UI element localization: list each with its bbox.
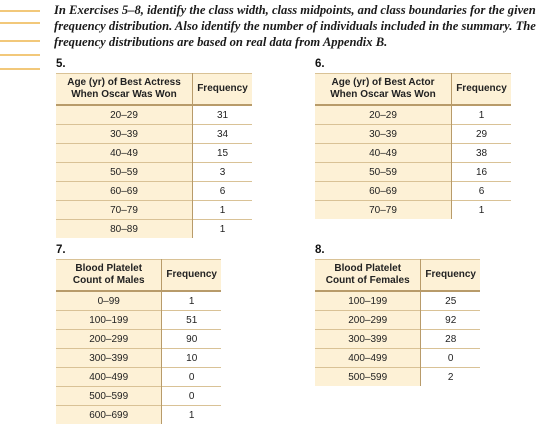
exercise-number: 7. — [56, 244, 66, 256]
margin-rule — [0, 54, 40, 56]
frequency-cell: 15 — [193, 144, 253, 163]
frequency-cell: 10 — [162, 349, 221, 368]
frequency-cell: 28 — [421, 330, 480, 349]
frequency-cell: 2 — [421, 368, 480, 387]
class-cell: 0–99 — [56, 291, 162, 311]
frequency-cell: 51 — [162, 311, 221, 330]
frequency-cell: 29 — [452, 125, 512, 144]
margin-rule — [0, 10, 40, 12]
frequency-cell: 1 — [452, 201, 512, 220]
class-cell: 500–599 — [56, 387, 162, 406]
class-cell: 70–79 — [56, 201, 193, 220]
frequency-table: Blood Platelet Count of Females Frequenc… — [315, 259, 480, 386]
class-cell: 300–399 — [56, 349, 162, 368]
margin-rule — [0, 68, 40, 70]
frequency-column-header: Frequency — [452, 74, 512, 106]
frequency-cell: 0 — [421, 349, 480, 368]
class-cell: 50–59 — [315, 163, 452, 182]
class-cell: 70–79 — [315, 201, 452, 220]
frequency-cell: 1 — [193, 220, 253, 239]
exercise-number: 5. — [56, 58, 66, 70]
frequency-table: Age (yr) of Best Actor When Oscar Was Wo… — [315, 73, 511, 219]
frequency-column-header: Frequency — [193, 74, 253, 106]
class-column-header: Age (yr) of Best Actor When Oscar Was Wo… — [315, 74, 452, 106]
class-cell: 500–599 — [315, 368, 421, 387]
exercise-number: 8. — [315, 244, 325, 256]
margin-rule — [0, 40, 40, 42]
frequency-cell: 0 — [162, 387, 221, 406]
frequency-table: Blood Platelet Count of Males Frequency … — [56, 259, 221, 424]
class-cell: 100–199 — [56, 311, 162, 330]
frequency-cell: 92 — [421, 311, 480, 330]
class-cell: 20–29 — [56, 105, 193, 125]
frequency-cell: 1 — [452, 105, 512, 125]
class-cell: 30–39 — [315, 125, 452, 144]
frequency-cell: 6 — [193, 182, 253, 201]
class-cell: 300–399 — [315, 330, 421, 349]
frequency-cell: 1 — [162, 406, 221, 424]
class-cell: 60–69 — [56, 182, 193, 201]
class-cell: 200–299 — [56, 330, 162, 349]
frequency-table: Age (yr) of Best Actress When Oscar Was … — [56, 73, 252, 238]
class-cell: 50–59 — [56, 163, 193, 182]
frequency-cell: 25 — [421, 291, 480, 311]
frequency-cell: 6 — [452, 182, 512, 201]
class-cell: 400–499 — [315, 349, 421, 368]
frequency-cell: 38 — [452, 144, 512, 163]
class-cell: 400–499 — [56, 368, 162, 387]
margin-rule — [0, 22, 40, 24]
exercise-instructions: In Exercises 5–8, identify the class wid… — [54, 2, 549, 50]
class-cell: 20–29 — [315, 105, 452, 125]
class-cell: 200–299 — [315, 311, 421, 330]
frequency-cell: 0 — [162, 368, 221, 387]
exercise-number: 6. — [315, 58, 325, 70]
class-column-header: Blood Platelet Count of Females — [315, 260, 421, 292]
class-cell: 100–199 — [315, 291, 421, 311]
class-cell: 40–49 — [315, 144, 452, 163]
frequency-cell: 1 — [193, 201, 253, 220]
frequency-cell: 31 — [193, 105, 253, 125]
class-cell: 40–49 — [56, 144, 193, 163]
frequency-cell: 16 — [452, 163, 512, 182]
class-cell: 30–39 — [56, 125, 193, 144]
frequency-column-header: Frequency — [421, 260, 480, 292]
frequency-cell: 1 — [162, 291, 221, 311]
class-cell: 80–89 — [56, 220, 193, 239]
frequency-cell: 34 — [193, 125, 253, 144]
frequency-cell: 90 — [162, 330, 221, 349]
frequency-column-header: Frequency — [162, 260, 221, 292]
class-column-header: Blood Platelet Count of Males — [56, 260, 162, 292]
class-cell: 600–699 — [56, 406, 162, 424]
class-cell: 60–69 — [315, 182, 452, 201]
frequency-cell: 3 — [193, 163, 253, 182]
class-column-header: Age (yr) of Best Actress When Oscar Was … — [56, 74, 193, 106]
